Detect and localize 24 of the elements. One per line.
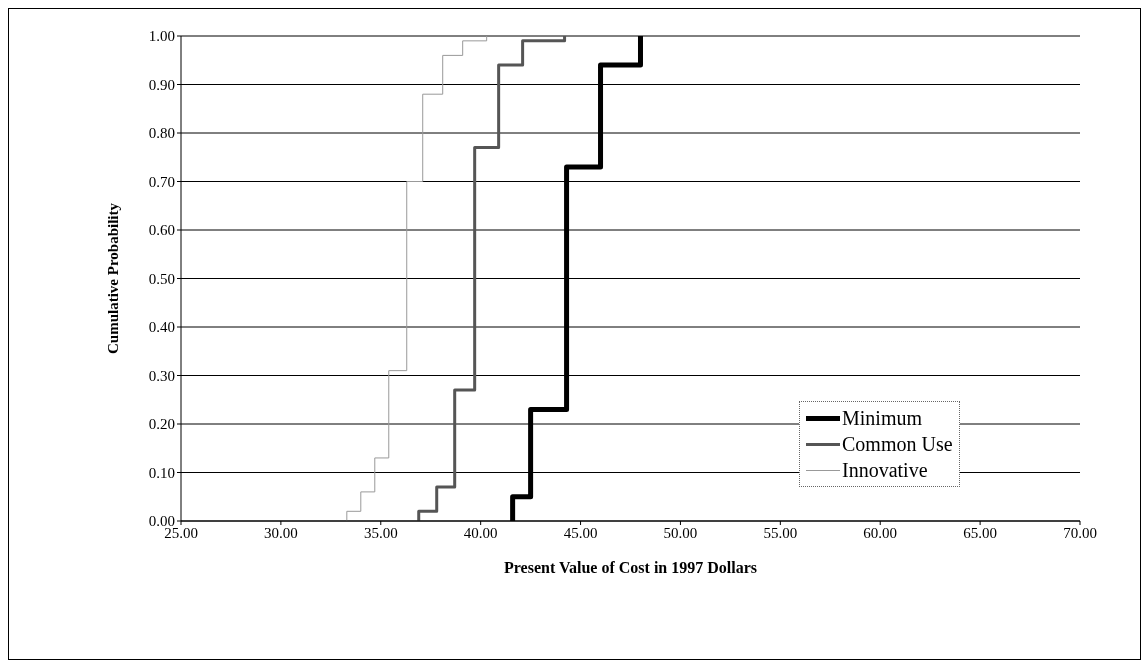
y-tick-label: 0.50 [148,270,175,287]
y-tick-label: 0.90 [148,76,175,93]
x-axis-title: Present Value of Cost in 1997 Dollars [503,559,758,576]
x-tick-label: 60.00 [863,524,898,541]
x-tick-label: 65.00 [963,524,997,541]
x-tick-label: 50.00 [663,524,698,541]
x-tick-label: 55.00 [763,524,798,541]
y-tick-label: 0.20 [148,416,175,433]
y-tick-label: 0.70 [148,173,175,190]
x-tick-label: 35.00 [363,524,398,541]
y-tick-label: 0.60 [148,222,175,239]
y-axis-title: Cumulative Probability [105,202,122,354]
y-tick-label: 0.30 [148,367,175,384]
legend-label: Common Use [842,432,953,457]
legend-label: Innovative [842,458,928,483]
x-tick-label: 30.00 [264,524,298,541]
y-tick-label: 1.00 [148,28,175,45]
x-tick-label: 45.00 [563,524,598,541]
x-tick-label: 70.00 [1063,524,1097,541]
y-tick-label: 0.10 [148,464,175,481]
y-tick-label: 0.80 [148,125,175,142]
legend-label: Minimum [842,406,923,431]
x-tick-label: 40.00 [463,524,498,541]
y-tick-label: 0.40 [148,319,175,336]
